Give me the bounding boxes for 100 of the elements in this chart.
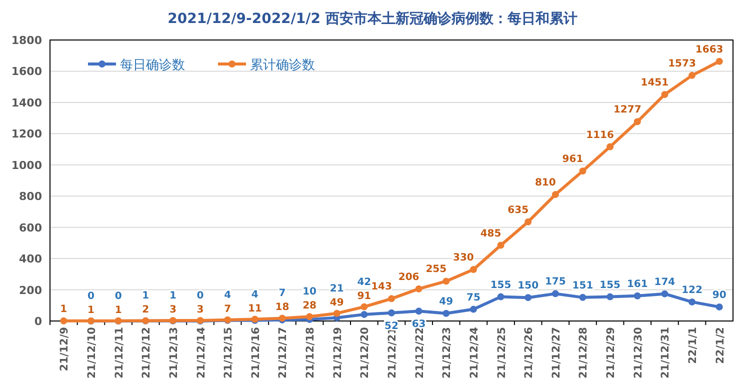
y-tick-label: 1600: [11, 65, 42, 78]
point: [360, 303, 368, 310]
data-label: 1451: [640, 77, 669, 88]
point: [442, 278, 450, 285]
x-tick-label: 21/12/24: [468, 327, 480, 379]
data-label: 1: [87, 304, 94, 316]
point: [579, 294, 586, 301]
x-tick-label: 21/12/26: [523, 327, 536, 379]
data-label: 1: [60, 304, 68, 315]
point: [606, 143, 614, 150]
point: [688, 72, 696, 79]
point: [60, 317, 68, 324]
data-label: 1116: [586, 130, 614, 141]
data-label: 174: [654, 276, 676, 288]
point: [415, 308, 422, 315]
y-tick-label: 200: [19, 284, 42, 297]
data-label: 155: [490, 280, 512, 291]
x-tick-label: 21/12/9: [58, 327, 71, 372]
data-label: 3: [169, 304, 176, 316]
point: [497, 293, 504, 300]
x-tick-label: 21/12/25: [496, 327, 508, 379]
point: [606, 293, 614, 300]
data-label: 2: [142, 304, 150, 316]
data-label: 1573: [668, 58, 696, 70]
x-tick-label: 21/12/16: [250, 327, 262, 379]
point: [470, 266, 477, 273]
data-label: 11: [248, 303, 262, 314]
y-tick-label: 600: [19, 221, 42, 234]
data-label: 1663: [695, 44, 724, 56]
point: [306, 313, 314, 320]
x-tick-label: 21/12/12: [140, 327, 153, 379]
y-tick-label: 1800: [11, 34, 42, 47]
legend-label: 每日确诊数: [120, 58, 185, 73]
x-tick-label: 21/12/19: [332, 327, 344, 379]
data-label: 122: [682, 284, 702, 296]
point: [661, 90, 668, 98]
x-tick-label: 21/12/10: [86, 327, 98, 379]
data-label: 161: [626, 278, 648, 290]
data-label: 151: [572, 280, 594, 292]
x-tick-label: 21/12/29: [605, 327, 618, 379]
data-label: 961: [562, 154, 584, 165]
data-label: 90: [712, 290, 726, 301]
data-label: 1: [114, 304, 122, 316]
point: [388, 295, 395, 302]
x-tick-label: 21/12/23: [441, 327, 454, 379]
point: [552, 191, 559, 198]
y-tick-label: 1200: [11, 128, 42, 141]
data-label: 206: [398, 272, 420, 283]
data-label: 49: [330, 297, 344, 308]
x-tick-label: 21/12/13: [168, 327, 180, 379]
data-label: 0: [87, 290, 94, 302]
point: [634, 118, 641, 126]
data-label: 28: [302, 300, 317, 312]
y-tick-label: 0: [34, 315, 42, 328]
data-label: 635: [508, 204, 529, 216]
point: [524, 218, 532, 226]
legend-label: 累计确诊数: [250, 58, 315, 73]
point: [333, 310, 340, 317]
x-tick-label: 21/12/31: [660, 327, 672, 379]
data-label: 0: [196, 290, 204, 302]
data-label: 485: [480, 228, 502, 240]
point: [360, 310, 368, 318]
x-tick-label: 21/12/18: [304, 327, 317, 379]
data-label: 18: [275, 302, 290, 314]
x-tick-label: 21/12/15: [222, 327, 235, 379]
point: [716, 303, 723, 310]
data-label: 0: [114, 290, 122, 302]
data-label: 91: [357, 290, 372, 302]
point: [634, 292, 641, 300]
data-label: 1: [169, 290, 176, 302]
point: [579, 167, 586, 174]
data-label: 7: [224, 304, 232, 315]
data-label: 49: [439, 296, 454, 308]
x-tick-label: 21/12/22: [414, 327, 426, 379]
x-tick-label: 21/12/27: [550, 327, 562, 379]
data-label: 4: [251, 289, 258, 300]
x-tick-label: 21/12/17: [277, 327, 290, 379]
x-tick-label: 21/12/30: [632, 327, 644, 379]
y-tick-label: 400: [19, 252, 42, 266]
x-tick-label: 21/12/28: [578, 327, 590, 379]
data-label: 42: [357, 276, 372, 288]
x-tick-label: 21/12/20: [359, 327, 372, 379]
point: [497, 242, 504, 249]
data-label: 21: [330, 283, 344, 294]
data-label: 143: [371, 282, 392, 293]
point: [552, 290, 559, 298]
data-label: 3: [196, 304, 204, 316]
data-label: 1277: [613, 104, 642, 116]
point: [415, 285, 422, 292]
x-tick-label: 22/1/2: [714, 327, 726, 364]
point: [716, 58, 723, 65]
point: [442, 310, 450, 317]
data-label: 810: [534, 178, 556, 189]
data-label: 7: [278, 288, 286, 300]
data-label: 4: [224, 290, 232, 301]
x-tick-label: 21/12/14: [195, 327, 208, 379]
y-tick-label: 1400: [11, 96, 42, 110]
data-label: 175: [544, 276, 566, 288]
data-label: 1: [142, 290, 150, 302]
data-label: 255: [426, 264, 447, 276]
